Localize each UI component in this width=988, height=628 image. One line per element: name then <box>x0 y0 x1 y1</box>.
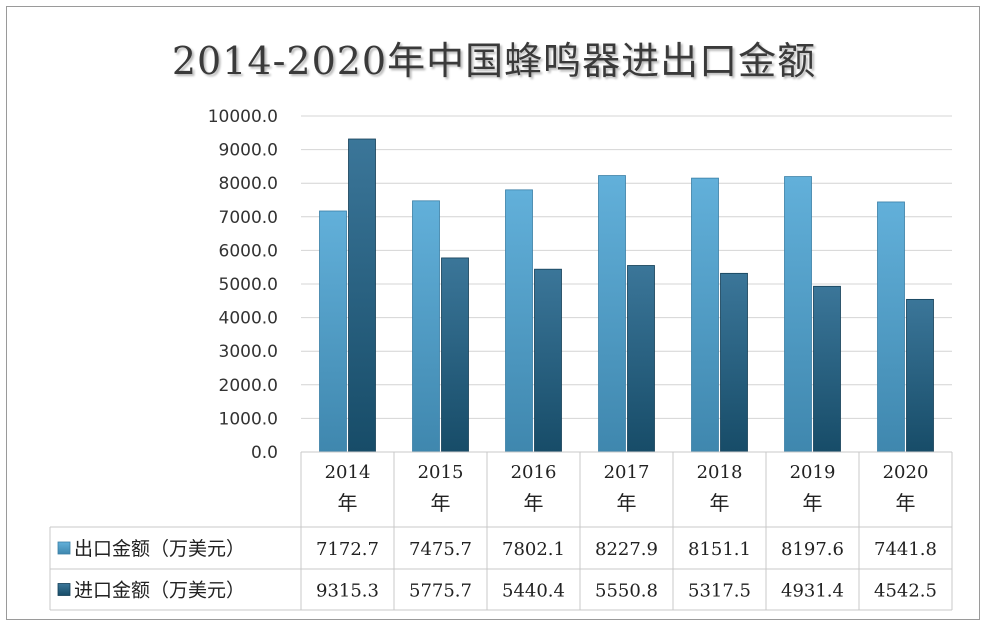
y-tick-label: 8000.0 <box>219 174 278 194</box>
x-tick-suffix: 年 <box>710 491 730 515</box>
legend-swatch <box>57 583 71 596</box>
x-tick-label: 2020 <box>883 462 929 483</box>
y-tick-label: 6000.0 <box>219 241 278 261</box>
x-tick-label: 2014 <box>325 462 371 483</box>
y-tick-label: 0.0 <box>251 443 278 463</box>
legend-swatch <box>57 541 71 555</box>
bar-export-2020 <box>877 201 905 453</box>
y-tick-label: 7000.0 <box>219 208 278 228</box>
y-tick-label: 2000.0 <box>219 376 278 396</box>
legend-label: 进口金额（万美元） <box>74 580 245 602</box>
y-axis-labels: 0.0 1000.0 2000.0 3000.0 4000.0 5000.0 6000.0 7… <box>208 107 278 463</box>
data-label: 8197.6 <box>781 539 844 560</box>
x-tick-suffix: 年 <box>896 491 916 515</box>
y-tick-label: 9000.0 <box>219 141 278 161</box>
x-tick-suffix: 年 <box>431 491 451 515</box>
data-label: 8151.1 <box>688 539 751 560</box>
bar-import-2017 <box>627 265 655 453</box>
x-tick-label: 2017 <box>604 462 650 483</box>
data-label: 7802.1 <box>502 539 565 560</box>
data-label: 4931.4 <box>781 581 844 602</box>
data-label: 5440.4 <box>502 581 565 602</box>
bar-export-2019 <box>784 176 812 453</box>
bar-import-2016 <box>534 268 562 453</box>
x-tick-label: 2015 <box>418 462 464 483</box>
bar-export-2014 <box>319 210 347 453</box>
bar-export-2016 <box>505 189 533 453</box>
data-label: 5317.5 <box>688 581 751 602</box>
y-tick-label: 1000.0 <box>219 409 278 429</box>
data-label: 7172.7 <box>316 539 379 560</box>
bars <box>319 138 934 453</box>
gridlines <box>301 115 952 453</box>
legend-label: 出口金额（万美元） <box>74 538 245 560</box>
bar-import-2014 <box>348 138 376 453</box>
x-tick-suffix: 年 <box>338 491 358 515</box>
data-label: 5550.8 <box>595 581 658 602</box>
data-label: 9315.3 <box>316 581 379 602</box>
x-tick-label: 2019 <box>790 462 836 483</box>
bar-export-2017 <box>598 175 626 453</box>
bar-import-2018 <box>720 272 748 453</box>
y-tick-label: 5000.0 <box>219 275 278 295</box>
y-tick-label: 4000.0 <box>219 309 278 329</box>
data-label: 7475.7 <box>409 539 472 560</box>
x-tick-suffix: 年 <box>617 491 637 515</box>
bar-export-2015 <box>412 200 440 453</box>
data-label: 5775.7 <box>409 581 472 602</box>
x-tick-suffix: 年 <box>803 491 823 515</box>
y-tick-label: 3000.0 <box>219 342 278 362</box>
x-tick-label: 2018 <box>697 462 743 483</box>
data-label: 4542.5 <box>874 581 937 602</box>
data-label: 7441.8 <box>874 539 937 560</box>
x-tick-label: 2016 <box>511 462 557 483</box>
bar-import-2020 <box>906 298 934 453</box>
y-tick-label: 10000.0 <box>208 107 278 127</box>
chart-title: 2014-2020年中国蜂鸣器进出口金额 <box>171 39 817 83</box>
data-label: 8227.9 <box>595 539 658 560</box>
bar-import-2015 <box>441 257 469 453</box>
bar-import-2019 <box>813 285 841 453</box>
data-table: 2014 年 2015 年 2016 年 2017 年 2018 年 2019 年 2020 年出口金额（… <box>49 451 953 611</box>
bar-export-2018 <box>691 177 719 453</box>
x-tick-suffix: 年 <box>524 491 544 515</box>
